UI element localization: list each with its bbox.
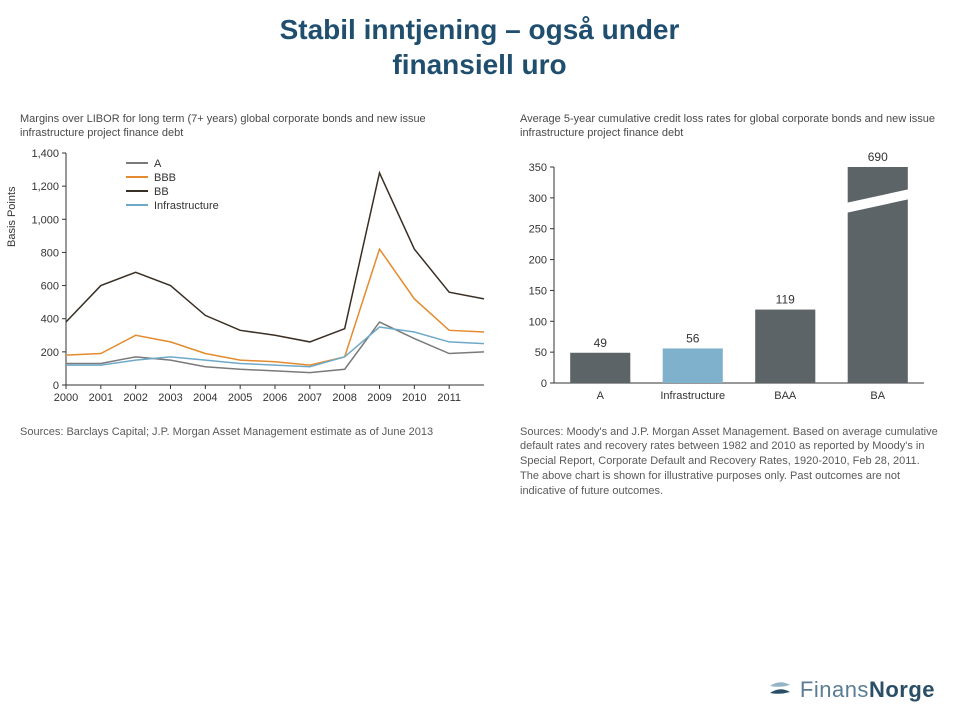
- bar-chart: 0 50 100 150 200 250 300 350 49 56 119 690 A Infrastr…: [520, 147, 939, 407]
- logo-icon: [766, 676, 794, 704]
- line-chart-footnote: Sources: Barclays Capital; J.P. Morgan A…: [20, 425, 490, 440]
- logo-text-thin: Finans: [800, 677, 869, 702]
- bar-chart-footnote: Sources: Moody's and J.P. Morgan Asset M…: [520, 425, 939, 499]
- svg-text:BB: BB: [154, 186, 169, 198]
- svg-text:0: 0: [53, 380, 59, 392]
- svg-text:2008: 2008: [332, 392, 356, 404]
- bar-chart-subtitle: Average 5-year cumulative credit loss ra…: [520, 112, 939, 141]
- svg-text:BBB: BBB: [154, 172, 176, 184]
- line-chart: Basis Points 02004006008001,0001,2001,40…: [20, 147, 490, 407]
- svg-text:300: 300: [529, 192, 547, 204]
- line-chart-subtitle: Margins over LIBOR for long term (7+ yea…: [20, 112, 490, 141]
- svg-text:250: 250: [529, 223, 547, 235]
- svg-text:2001: 2001: [89, 392, 113, 404]
- charts-row: Margins over LIBOR for long term (7+ yea…: [0, 82, 959, 499]
- title-line2: finansiell uro: [392, 49, 566, 80]
- svg-text:150: 150: [529, 285, 547, 297]
- svg-text:1,000: 1,000: [31, 214, 59, 226]
- svg-text:Infrastructure: Infrastructure: [660, 390, 725, 402]
- svg-text:800: 800: [41, 247, 59, 259]
- svg-text:BA: BA: [870, 390, 885, 402]
- svg-text:50: 50: [535, 347, 547, 359]
- svg-text:BAA: BAA: [774, 390, 797, 402]
- line-y-axis-label: Basis Points: [6, 186, 18, 247]
- svg-text:A: A: [154, 158, 162, 170]
- title-line1: Stabil inntjening – også under: [280, 14, 680, 45]
- svg-text:Infrastructure: Infrastructure: [154, 200, 219, 212]
- svg-text:2000: 2000: [54, 392, 78, 404]
- svg-text:2006: 2006: [263, 392, 287, 404]
- svg-text:2009: 2009: [367, 392, 391, 404]
- svg-text:600: 600: [41, 280, 59, 292]
- svg-text:2011: 2011: [437, 392, 461, 404]
- logo-text-bold: Norge: [869, 677, 935, 702]
- svg-text:690: 690: [868, 150, 888, 164]
- svg-text:2005: 2005: [228, 392, 252, 404]
- svg-text:2004: 2004: [193, 392, 217, 404]
- svg-text:200: 200: [529, 254, 547, 266]
- line-chart-svg: 0 200 400 600 800 1,000 1,200 1,400 2000 2001 2002…: [20, 147, 490, 407]
- finans-norge-logo: FinansNorge: [766, 676, 935, 704]
- svg-text:2007: 2007: [298, 392, 322, 404]
- svg-text:119: 119: [776, 292, 795, 306]
- svg-text:49: 49: [594, 335, 608, 349]
- logo-text: FinansNorge: [800, 677, 935, 703]
- svg-text:2010: 2010: [402, 392, 426, 404]
- svg-text:400: 400: [41, 313, 59, 325]
- svg-text:56: 56: [686, 331, 700, 345]
- svg-text:350: 350: [529, 162, 547, 174]
- svg-text:200: 200: [41, 346, 59, 358]
- bar-chart-svg: 0 50 100 150 200 250 300 350 49 56 119 690 A Infrastr…: [520, 147, 930, 407]
- page-title: Stabil inntjening – også under finansiel…: [0, 0, 959, 82]
- right-panel: Average 5-year cumulative credit loss ra…: [520, 112, 939, 499]
- svg-text:2002: 2002: [123, 392, 147, 404]
- left-panel: Margins over LIBOR for long term (7+ yea…: [20, 112, 490, 499]
- svg-text:1,200: 1,200: [31, 181, 59, 193]
- svg-text:0: 0: [541, 378, 547, 390]
- svg-text:2003: 2003: [158, 392, 182, 404]
- svg-text:1,400: 1,400: [31, 148, 59, 160]
- svg-text:A: A: [597, 390, 605, 402]
- svg-text:100: 100: [529, 316, 547, 328]
